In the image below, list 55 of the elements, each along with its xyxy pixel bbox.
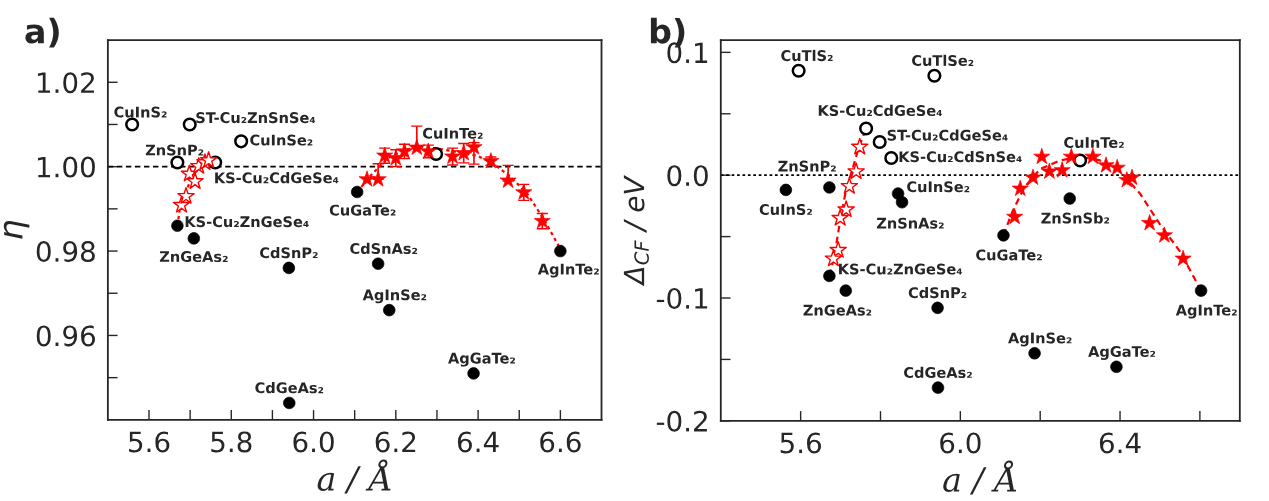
annotation: ZnSnP₂ (145, 144, 204, 156)
annotation: KS-Cu₂CdSnSe₄ (899, 150, 1022, 163)
annotation: CdGeAs₂ (904, 366, 972, 379)
x-tick-label: 6.4 (1099, 432, 1141, 454)
annotation: ZnGeAs₂ (159, 251, 228, 263)
x-tick-label: 6.2 (375, 431, 416, 453)
y-tick-label: 1.02 (37, 72, 94, 94)
annotation: CuGaTe₂ (976, 249, 1042, 261)
annotation: ST-Cu₂ZnSnSe₄ (196, 112, 316, 124)
y-axis-title: η (3, 220, 30, 239)
annotation: CuInSe₂ (250, 134, 313, 146)
y-tick-label: 0.98 (36, 240, 95, 263)
annotation: ZnSnAs₂ (876, 217, 944, 229)
annotation: AgInTe₂ (537, 263, 599, 278)
annotation: ZnSnP₂ (778, 160, 836, 172)
annotation: CuInSe₂ (907, 181, 970, 193)
annotation: AgGaTe₂ (1088, 345, 1156, 360)
x-tick-label: 6.6 (540, 431, 581, 453)
x-tick-label: 6.0 (940, 432, 981, 454)
annotation: KS-Cu₂CdGeSe₄ (818, 104, 942, 117)
annotation: CuInS₂ (759, 203, 812, 215)
annotation: CuTlSe₂ (912, 54, 974, 67)
x-axis-title: a / Å (943, 460, 1017, 495)
y-tick-label: 1.00 (37, 156, 95, 178)
y-tick-label: -0.1 (656, 287, 708, 309)
annotation: ZnSnSb₂ (1041, 212, 1110, 224)
annotation: KS-Cu₂ZnGeSe₄ (839, 263, 963, 275)
annotation: CdSnAs₂ (350, 242, 418, 255)
annotation: AgInTe₂ (1175, 304, 1237, 319)
x-tick-label: 5.6 (129, 431, 170, 453)
x-tick-label: 6.4 (457, 431, 499, 453)
annotation: CuInS₂ (114, 106, 167, 118)
annotation: AgInSe₂ (1008, 332, 1072, 347)
annotation: CuGaTe₂ (329, 204, 396, 216)
y-axis-title: Δ$_{CF}$ / eV (623, 174, 649, 287)
x-tick-label: 5.6 (780, 432, 821, 454)
y-tick-label: 0.96 (36, 325, 96, 347)
x-axis-title: a / Å (317, 459, 391, 494)
annotation: AgInSe₂ (362, 289, 427, 304)
annotation: AgGaTe₂ (448, 352, 515, 367)
annotation: CdSnP₂ (908, 286, 967, 299)
y-tick-label: -0.2 (656, 410, 707, 432)
annotation: CdGeAs₂ (255, 382, 324, 394)
annotation: KS-Cu₂CdGeSe₄ (215, 172, 339, 184)
chart-title: a) (25, 17, 59, 48)
annotation: KS-Cu₂ZnGeSe₄ (185, 216, 309, 228)
annotation: ZnGeAs₂ (803, 304, 872, 316)
y-tick-label: 0.0 (667, 165, 708, 187)
annotation: ST-Cu₂CdGeSe₄ (887, 129, 1008, 141)
annotation: CuTlS₂ (781, 49, 833, 62)
x-tick-label: 5.8 (211, 431, 252, 453)
annotation: CdSnP₂ (260, 246, 318, 259)
annotation: CuInTe₂ (422, 127, 483, 139)
x-tick-label: 6.0 (293, 431, 334, 453)
annotation: CuInTe₂ (1064, 136, 1124, 149)
